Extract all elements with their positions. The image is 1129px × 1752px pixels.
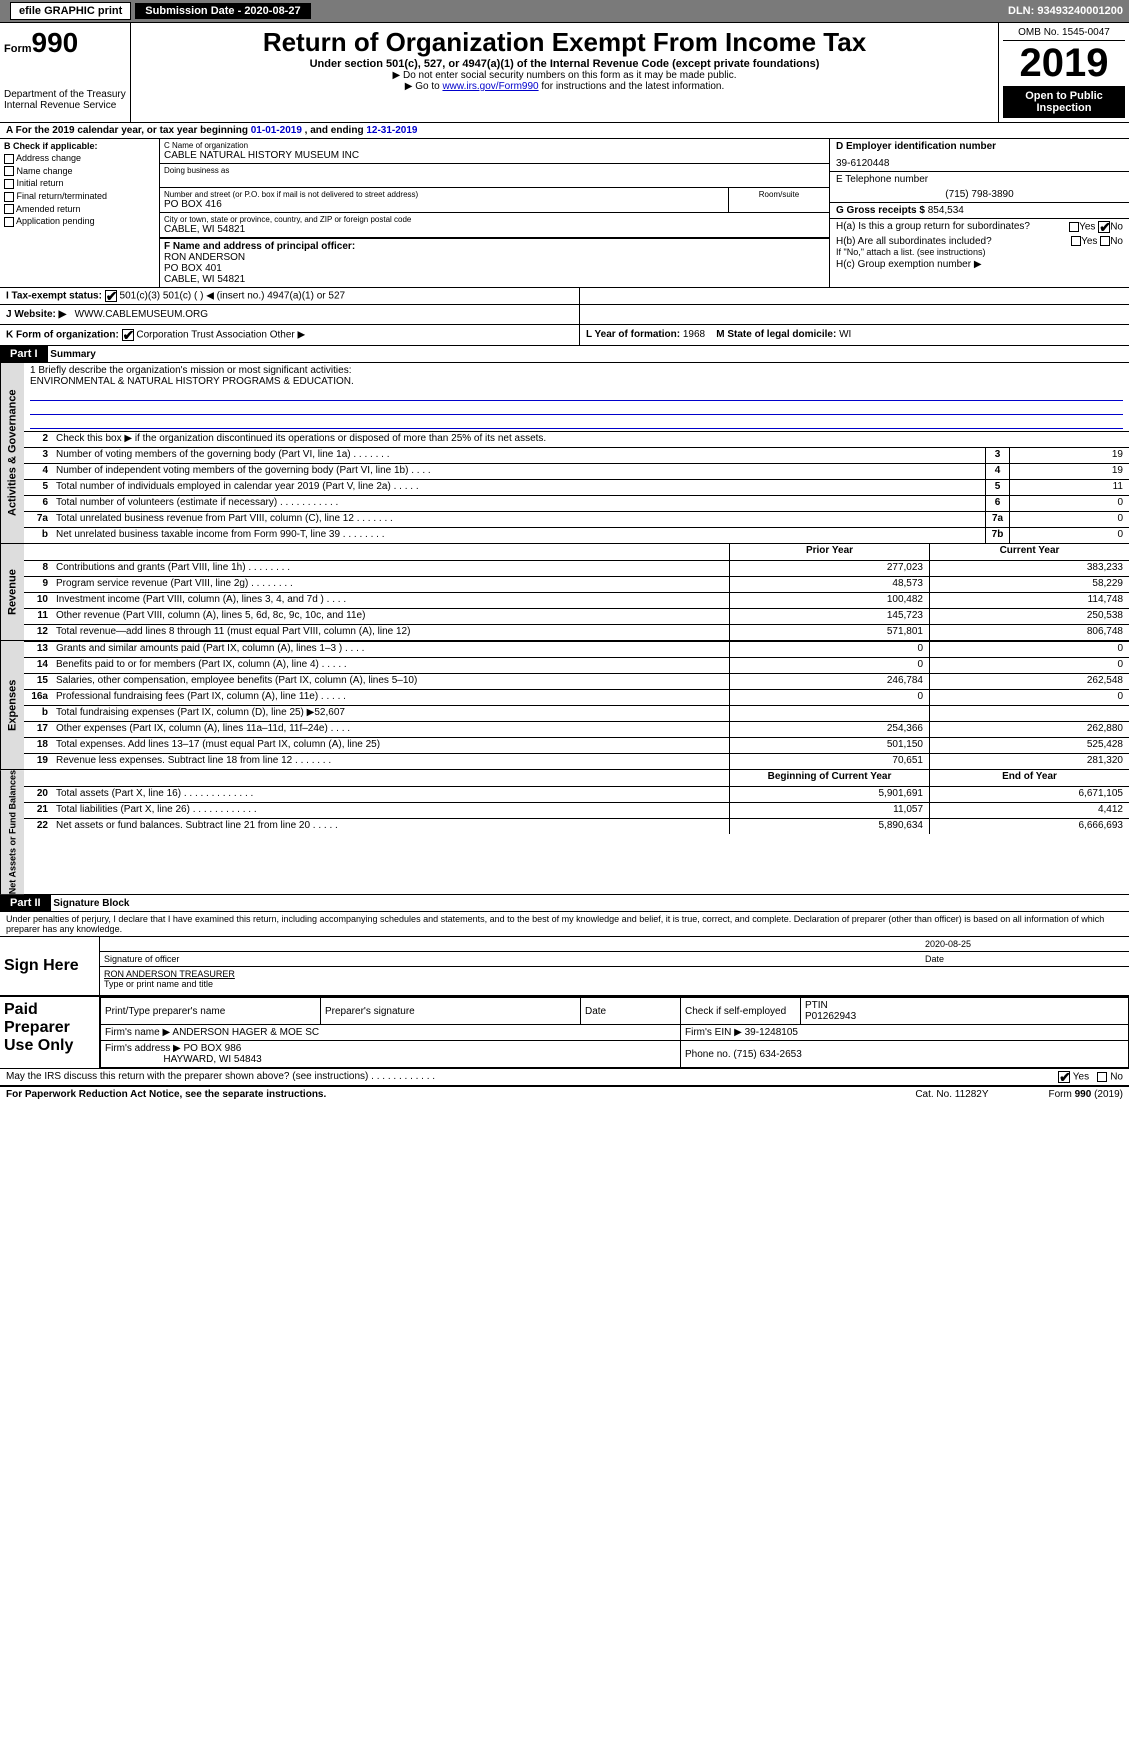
org-name: CABLE NATURAL HISTORY MUSEUM INC [164,150,825,161]
summary-row: 10Investment income (Part VIII, column (… [24,592,1129,608]
g-label: G Gross receipts $ [836,205,925,216]
row-k: K Form of organization: ✔ Corporation Tr… [0,325,1129,346]
f-label: F Name and address of principal officer: [164,241,825,252]
summary-row: 12Total revenue—add lines 8 through 11 (… [24,624,1129,640]
summary-row: bNet unrelated business taxable income f… [24,527,1129,543]
summary-row: 5Total number of individuals employed in… [24,479,1129,495]
c-label: C Name of organization [164,141,825,150]
f-addr2: CABLE, WI 54821 [164,274,825,285]
preparer-table: Print/Type preparer's name Preparer's si… [100,997,1129,1068]
summary-row: bTotal fundraising expenses (Part IX, co… [24,705,1129,721]
website: WWW.CABLEMUSEUM.ORG [75,309,208,320]
hb-note: If "No," attach a list. (see instruction… [836,247,1123,257]
summary-row: 17Other expenses (Part IX, column (A), l… [24,721,1129,737]
row-j: J Website: ▶ WWW.CABLEMUSEUM.ORG [0,305,1129,325]
summary-row: 15Salaries, other compensation, employee… [24,673,1129,689]
summary-row: 22Net assets or fund balances. Subtract … [24,818,1129,834]
efile-btn[interactable]: efile GRAPHIC print [10,2,131,20]
section-b: B Check if applicable: Address change Na… [0,139,1129,288]
cb-initial[interactable]: Initial return [4,178,155,189]
paid-preparer-block: Paid Preparer Use Only Print/Type prepar… [0,996,1129,1068]
subtitle-2: ▶ Do not enter social security numbers o… [135,70,994,81]
e-label: E Telephone number [836,174,1123,185]
summary-row: 18Total expenses. Add lines 13–17 (must … [24,737,1129,753]
g-val: 854,534 [928,205,964,216]
net-block: Net Assets or Fund Balances Beginning of… [0,770,1129,895]
cb-address[interactable]: Address change [4,153,155,164]
omb-number: OMB No. 1545-0047 [1003,27,1125,41]
dba-label: Doing business as [164,166,825,175]
hc-label: H(c) Group exemption number ▶ [836,259,1123,270]
summary-row: 16aProfessional fundraising fees (Part I… [24,689,1129,705]
hb-label: H(b) Are all subordinates included? Yes … [836,236,1123,247]
summary-row: 9Program service revenue (Part VIII, lin… [24,576,1129,592]
header: Form990 Department of the TreasuryIntern… [0,22,1129,122]
summary-row: 4Number of independent voting members of… [24,463,1129,479]
part1-header: Part I Summary [0,346,1129,363]
ein: 39-6120448 [836,158,1123,169]
cb-name[interactable]: Name change [4,166,155,177]
f-name: RON ANDERSON [164,252,825,263]
street-label: Number and street (or P.O. box if mail i… [164,190,724,199]
summary-row: 14Benefits paid to or for members (Part … [24,657,1129,673]
city-label: City or town, state or province, country… [164,215,825,224]
sign-here-block: Sign Here 2020-08-25 Signature of office… [0,936,1129,996]
tax-year: 2019 [1003,41,1125,86]
declaration: Under penalties of perjury, I declare th… [0,912,1129,936]
summary-row: 20Total assets (Part X, line 16) . . . .… [24,786,1129,802]
phone: (715) 798-3890 [836,189,1123,200]
summary-row: 13Grants and similar amounts paid (Part … [24,641,1129,657]
submission-date: Submission Date - 2020-08-27 [135,3,310,19]
open-inspection: Open to Public Inspection [1003,86,1125,118]
summary-row: 3Number of voting members of the governi… [24,447,1129,463]
ha-label: H(a) Is this a group return for subordin… [836,221,1123,232]
dln: DLN: 93493240001200 [1008,5,1123,17]
top-bar: efile GRAPHIC print Submission Date - 20… [0,0,1129,22]
revenue-block: Revenue Prior YearCurrent Year 8Contribu… [0,544,1129,641]
row-i: I Tax-exempt status: ✔ 501(c)(3) 501(c) … [0,288,1129,305]
cb-pending[interactable]: Application pending [4,216,155,227]
cb-final[interactable]: Final return/terminated [4,191,155,202]
d-label: D Employer identification number [836,141,1123,152]
subtitle-3: ▶ Go to www.irs.gov/Form990 for instruct… [135,81,994,92]
form-title: Return of Organization Exempt From Incom… [135,27,994,58]
expenses-block: Expenses 13Grants and similar amounts pa… [0,641,1129,770]
city: CABLE, WI 54821 [164,224,825,235]
footer: For Paperwork Reduction Act Notice, see … [0,1086,1129,1102]
line1-label: 1 Briefly describe the organization's mi… [30,365,1123,376]
summary-row: 21Total liabilities (Part X, line 26) . … [24,802,1129,818]
room-label: Room/suite [729,188,829,212]
summary-row: 19Revenue less expenses. Subtract line 1… [24,753,1129,769]
f-addr1: PO BOX 401 [164,263,825,274]
tax-year-row: A For the 2019 calendar year, or tax yea… [0,122,1129,139]
line2: Check this box ▶ if the organization dis… [52,432,1129,447]
form-number: Form990 [4,27,126,59]
discuss-row: May the IRS discuss this return with the… [0,1068,1129,1086]
vlabel-revenue: Revenue [0,544,24,640]
vlabel-governance: Activities & Governance [0,363,24,543]
irs-link[interactable]: www.irs.gov/Form990 [442,81,538,92]
street: PO BOX 416 [164,199,724,210]
summary-row: 6Total number of volunteers (estimate if… [24,495,1129,511]
mission: ENVIRONMENTAL & NATURAL HISTORY PROGRAMS… [30,376,1123,387]
subtitle-1: Under section 501(c), 527, or 4947(a)(1)… [135,58,994,70]
vlabel-net: Net Assets or Fund Balances [0,770,24,894]
governance-block: Activities & Governance 1 Briefly descri… [0,363,1129,544]
cb-amended[interactable]: Amended return [4,204,155,215]
summary-row: 11Other revenue (Part VIII, column (A), … [24,608,1129,624]
dept-label: Department of the TreasuryInternal Reven… [4,89,126,111]
summary-row: 8Contributions and grants (Part VIII, li… [24,560,1129,576]
summary-row: 7aTotal unrelated business revenue from … [24,511,1129,527]
part2-header: Part II Signature Block [0,895,1129,912]
vlabel-expenses: Expenses [0,641,24,769]
b-label: B Check if applicable: [4,141,155,151]
